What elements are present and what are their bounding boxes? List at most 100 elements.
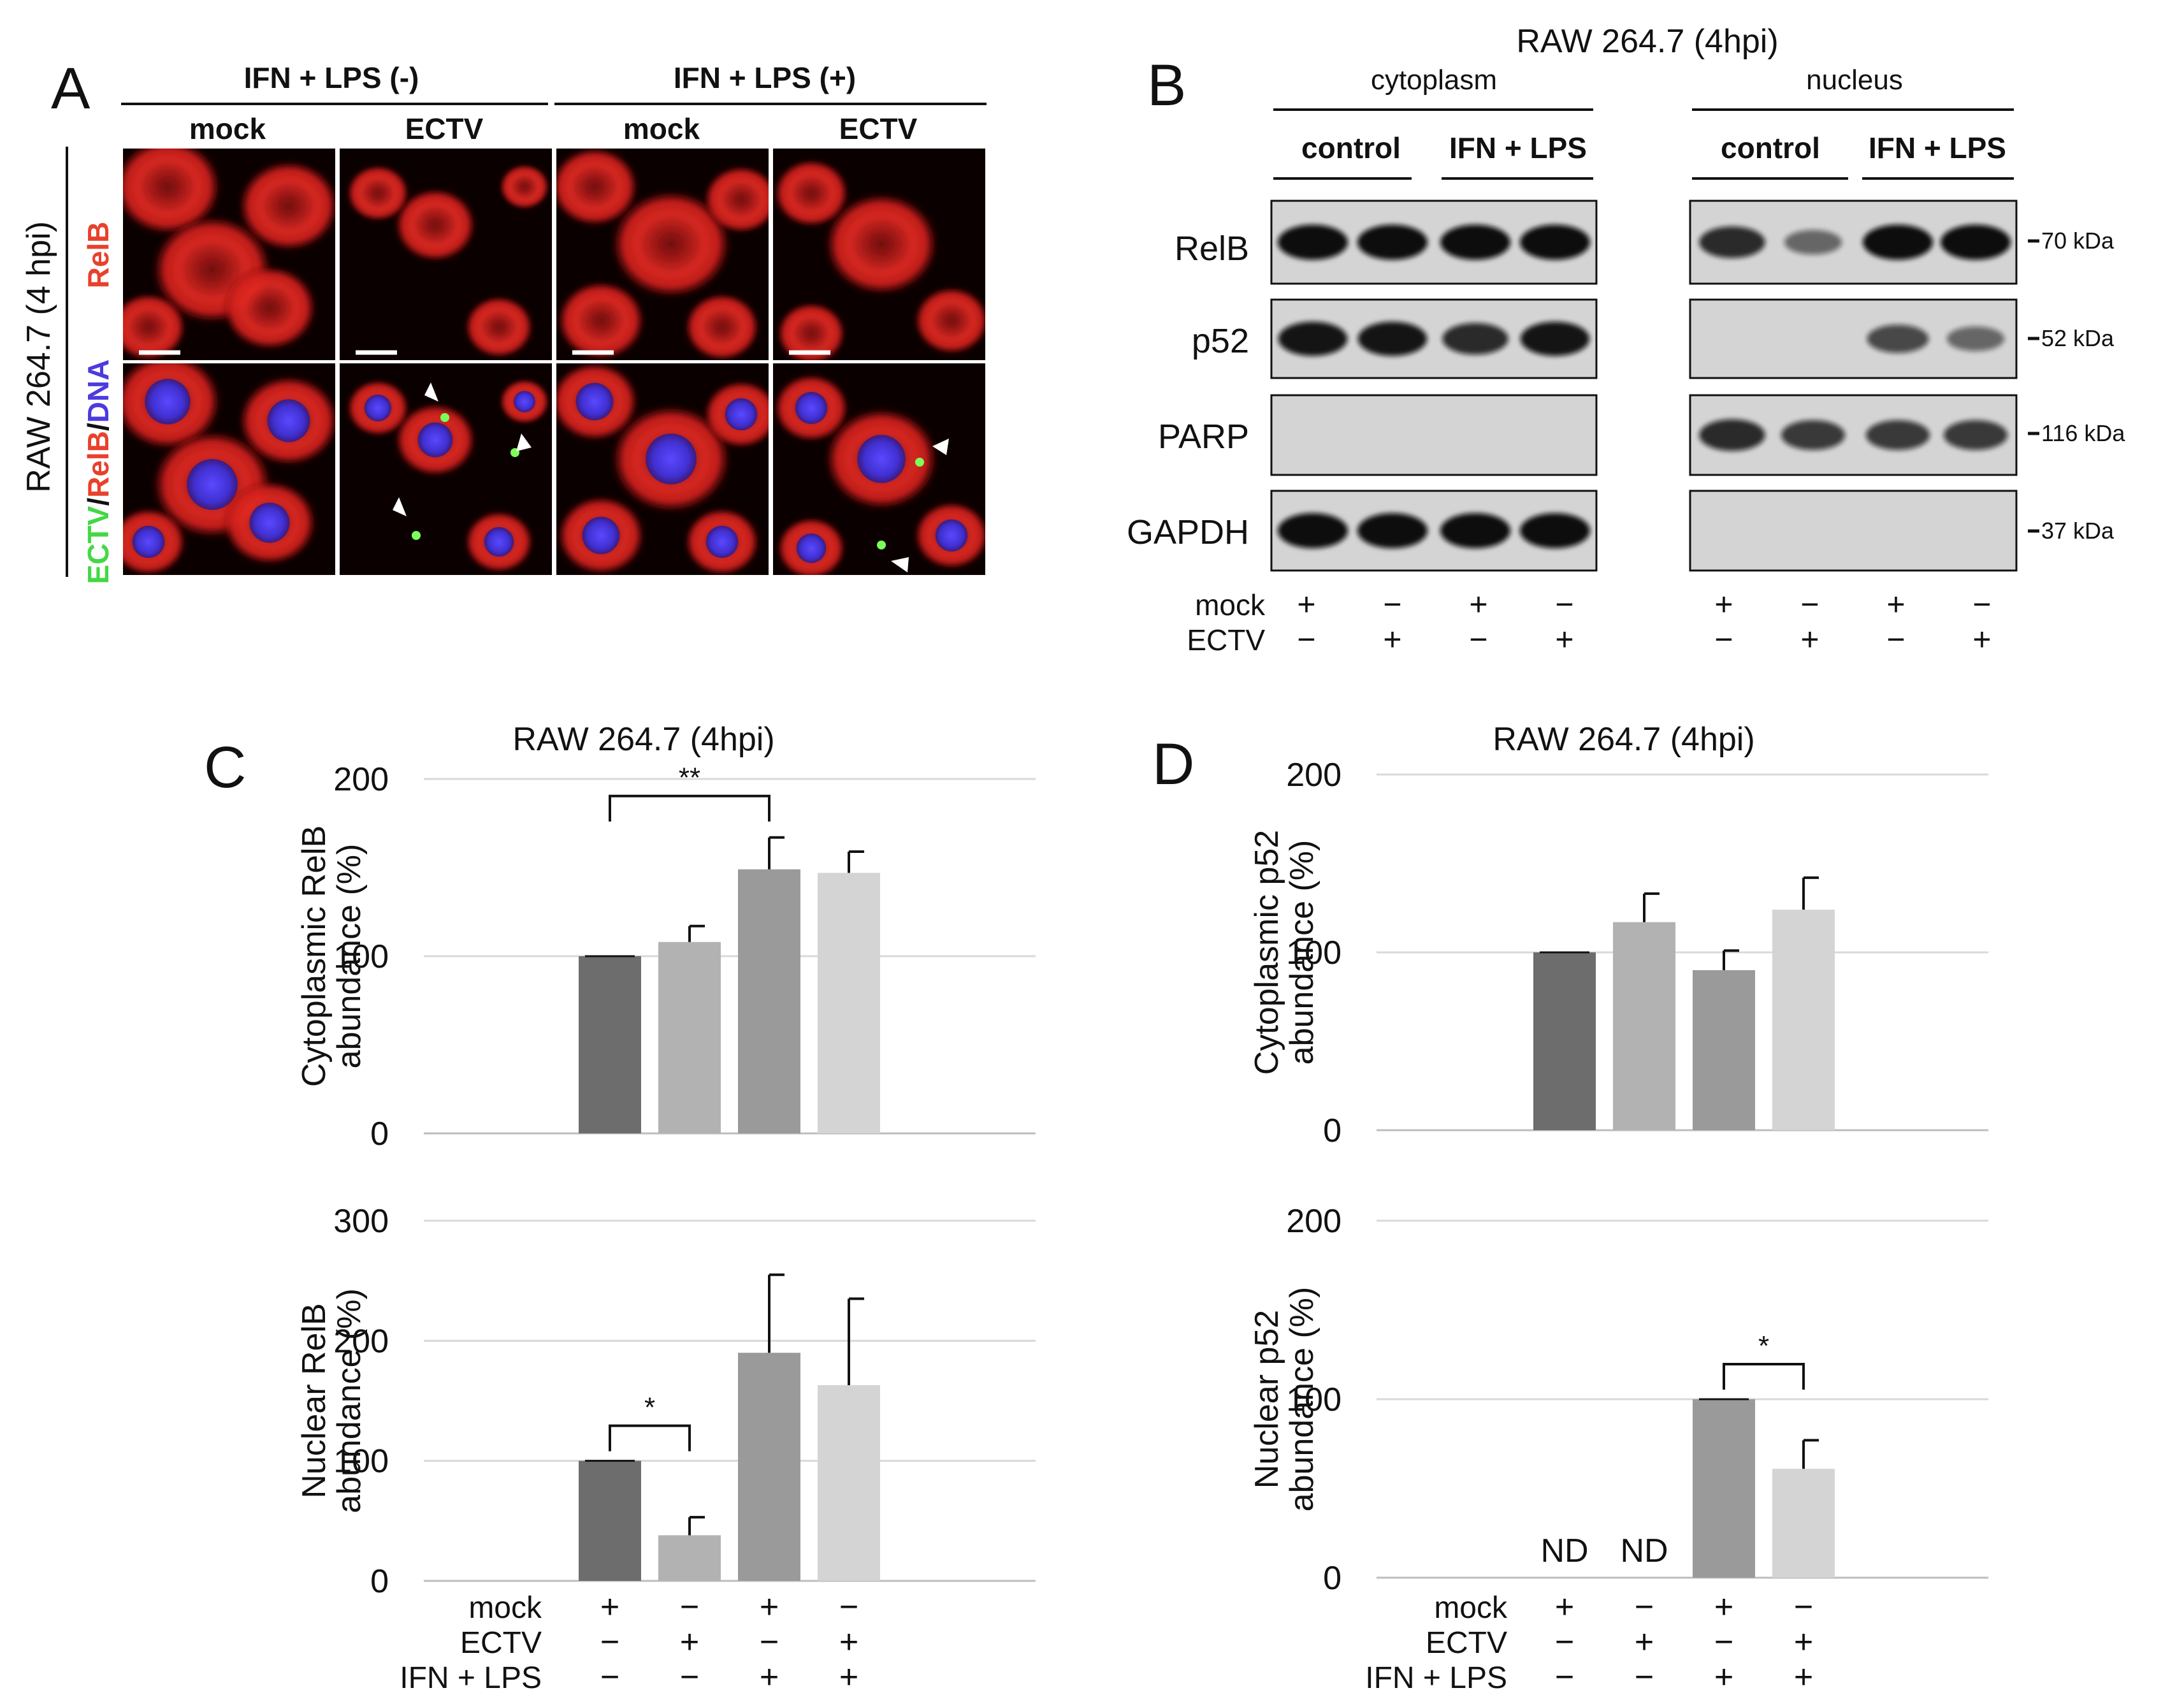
micrograph-tile (123, 149, 335, 360)
column-label-ectv-1: ECTV (405, 112, 484, 145)
blot-images (1270, 200, 2018, 572)
nucleus (795, 391, 828, 425)
blot-band (1941, 224, 2011, 260)
nucleus (267, 399, 310, 442)
blot-band (1278, 321, 1348, 356)
arrowhead-icon (424, 382, 438, 402)
y-axis-label: Nuclear RelB (296, 1303, 333, 1498)
condition-sign: − (839, 1589, 858, 1626)
blot-band (1865, 420, 1930, 450)
y-tick-label: 200 (1286, 1203, 1341, 1240)
nucleus (857, 435, 906, 483)
nucleus (725, 398, 758, 431)
arrowhead-icon (932, 439, 949, 455)
nucleus (796, 533, 827, 564)
virus-factory (915, 458, 924, 467)
condition-label-control-cyto: control (1301, 131, 1401, 164)
condition-row-label: IFN + LPS (400, 1661, 542, 1695)
bar (579, 956, 641, 1133)
nucleus (132, 525, 165, 558)
condition-row-label: ECTV (1426, 1626, 1507, 1660)
y-tick-label: 0 (370, 1116, 389, 1153)
marker-52-kda: 52 kDa (2041, 325, 2115, 351)
bar (1772, 1469, 1835, 1578)
marker-37-kda: 37 kDa (2041, 518, 2115, 544)
blot-cytoplasm-parp (1270, 394, 1598, 476)
y-tick-label: 100 (333, 1443, 389, 1480)
blot-mock-sign: − (1800, 586, 1819, 622)
condition-row-label: mock (1434, 1591, 1508, 1625)
blot-mock-sign: + (1469, 586, 1487, 622)
condition-row-label: ECTV (460, 1626, 542, 1660)
condition-sign: − (680, 1659, 699, 1696)
virus-factory (412, 531, 421, 540)
condition-sign: − (680, 1589, 699, 1626)
blot-ectv-sign: − (1297, 622, 1315, 657)
bar-value-label-nd: ND (1620, 1532, 1668, 1569)
condition-label-ifn-nuc: IFN + LPS (1869, 131, 2006, 164)
channel-separator-2: / (82, 423, 115, 431)
condition-sign: − (1714, 1624, 1733, 1661)
blot-mock-sign: + (1297, 586, 1315, 622)
blot-band (1520, 321, 1590, 356)
y-axis-label: abundance (%) (1284, 840, 1320, 1065)
condition-label-ifn-cyto: IFN + LPS (1449, 131, 1587, 164)
bar (1613, 922, 1675, 1130)
bar (579, 1460, 641, 1581)
nucleus (187, 459, 238, 510)
micrograph-tile (773, 363, 985, 575)
blot-band (1440, 224, 1510, 260)
blot-band (1784, 229, 1842, 255)
condition-sign: + (680, 1624, 699, 1661)
channel-label-ectv: ECTV (82, 506, 115, 584)
nucleus (249, 502, 290, 543)
y-axis-label: abundance (%) (1284, 1287, 1320, 1512)
blot-ectv-sign: − (1714, 622, 1733, 657)
group-label-ifn-lps-plus: IFN + LPS (+) (674, 61, 856, 94)
micrograph-tile (340, 149, 552, 360)
blot-band (1863, 224, 1933, 260)
protein-label-p52: p52 (1192, 322, 1249, 360)
bar (818, 873, 880, 1133)
blot-ectv-sign: + (1383, 622, 1401, 657)
bar (1772, 910, 1835, 1130)
arrowhead-icon (393, 497, 407, 516)
blot-ectv-sign: + (1555, 622, 1573, 657)
chart-c-title: RAW 264.7 (4hpi) (512, 721, 774, 758)
fraction-label-cytoplasm: cytoplasm (1371, 64, 1497, 96)
y-axis-label: abundance (%) (331, 844, 368, 1069)
condition-sign: − (760, 1624, 779, 1661)
y-tick-label: 200 (333, 1323, 389, 1360)
marker-70-kda: 70 kDa (2041, 228, 2115, 254)
condition-sign: + (1635, 1624, 1654, 1661)
blot-ectv-sign: − (1886, 622, 1905, 657)
blot-nucleus-gapdh (1689, 490, 2018, 572)
nucleus (484, 527, 514, 557)
panel-a: A IFN + LPS (-) IFN + LPS (+) mock ECTV … (20, 56, 987, 584)
virus-factory (440, 413, 449, 422)
blot-band (1946, 326, 2005, 351)
bar (1693, 970, 1755, 1130)
condition-sign: + (600, 1589, 619, 1626)
bar (738, 1353, 800, 1581)
bar (658, 942, 721, 1133)
nucleus (145, 379, 191, 425)
protein-label-gapdh: GAPDH (1127, 513, 1249, 551)
group-label-ifn-lps-minus: IFN + LPS (-) (244, 61, 419, 94)
bar (738, 869, 800, 1133)
condition-sign: + (1714, 1659, 1733, 1696)
blot-nucleus-p52 (1689, 298, 2018, 379)
protein-label-parp: PARP (1158, 418, 1249, 456)
row-label-raw-264-7: RAW 264.7 (4 hpi) (20, 221, 57, 493)
blot-band (1440, 513, 1510, 548)
blot-row-label-ectv: ECTV (1187, 623, 1265, 657)
condition-sign: − (1555, 1659, 1574, 1696)
marker-labels: 70 kDa 52 kDa 116 kDa 37 kDa (2028, 228, 2125, 544)
condition-table-c: mock + − + −ECTV − + − +IFN + LPS − − + + (400, 1589, 858, 1696)
blot-band (1520, 513, 1590, 548)
nucleus (582, 516, 620, 555)
y-tick-label: 100 (1286, 935, 1341, 971)
y-tick-label: 200 (333, 761, 389, 798)
